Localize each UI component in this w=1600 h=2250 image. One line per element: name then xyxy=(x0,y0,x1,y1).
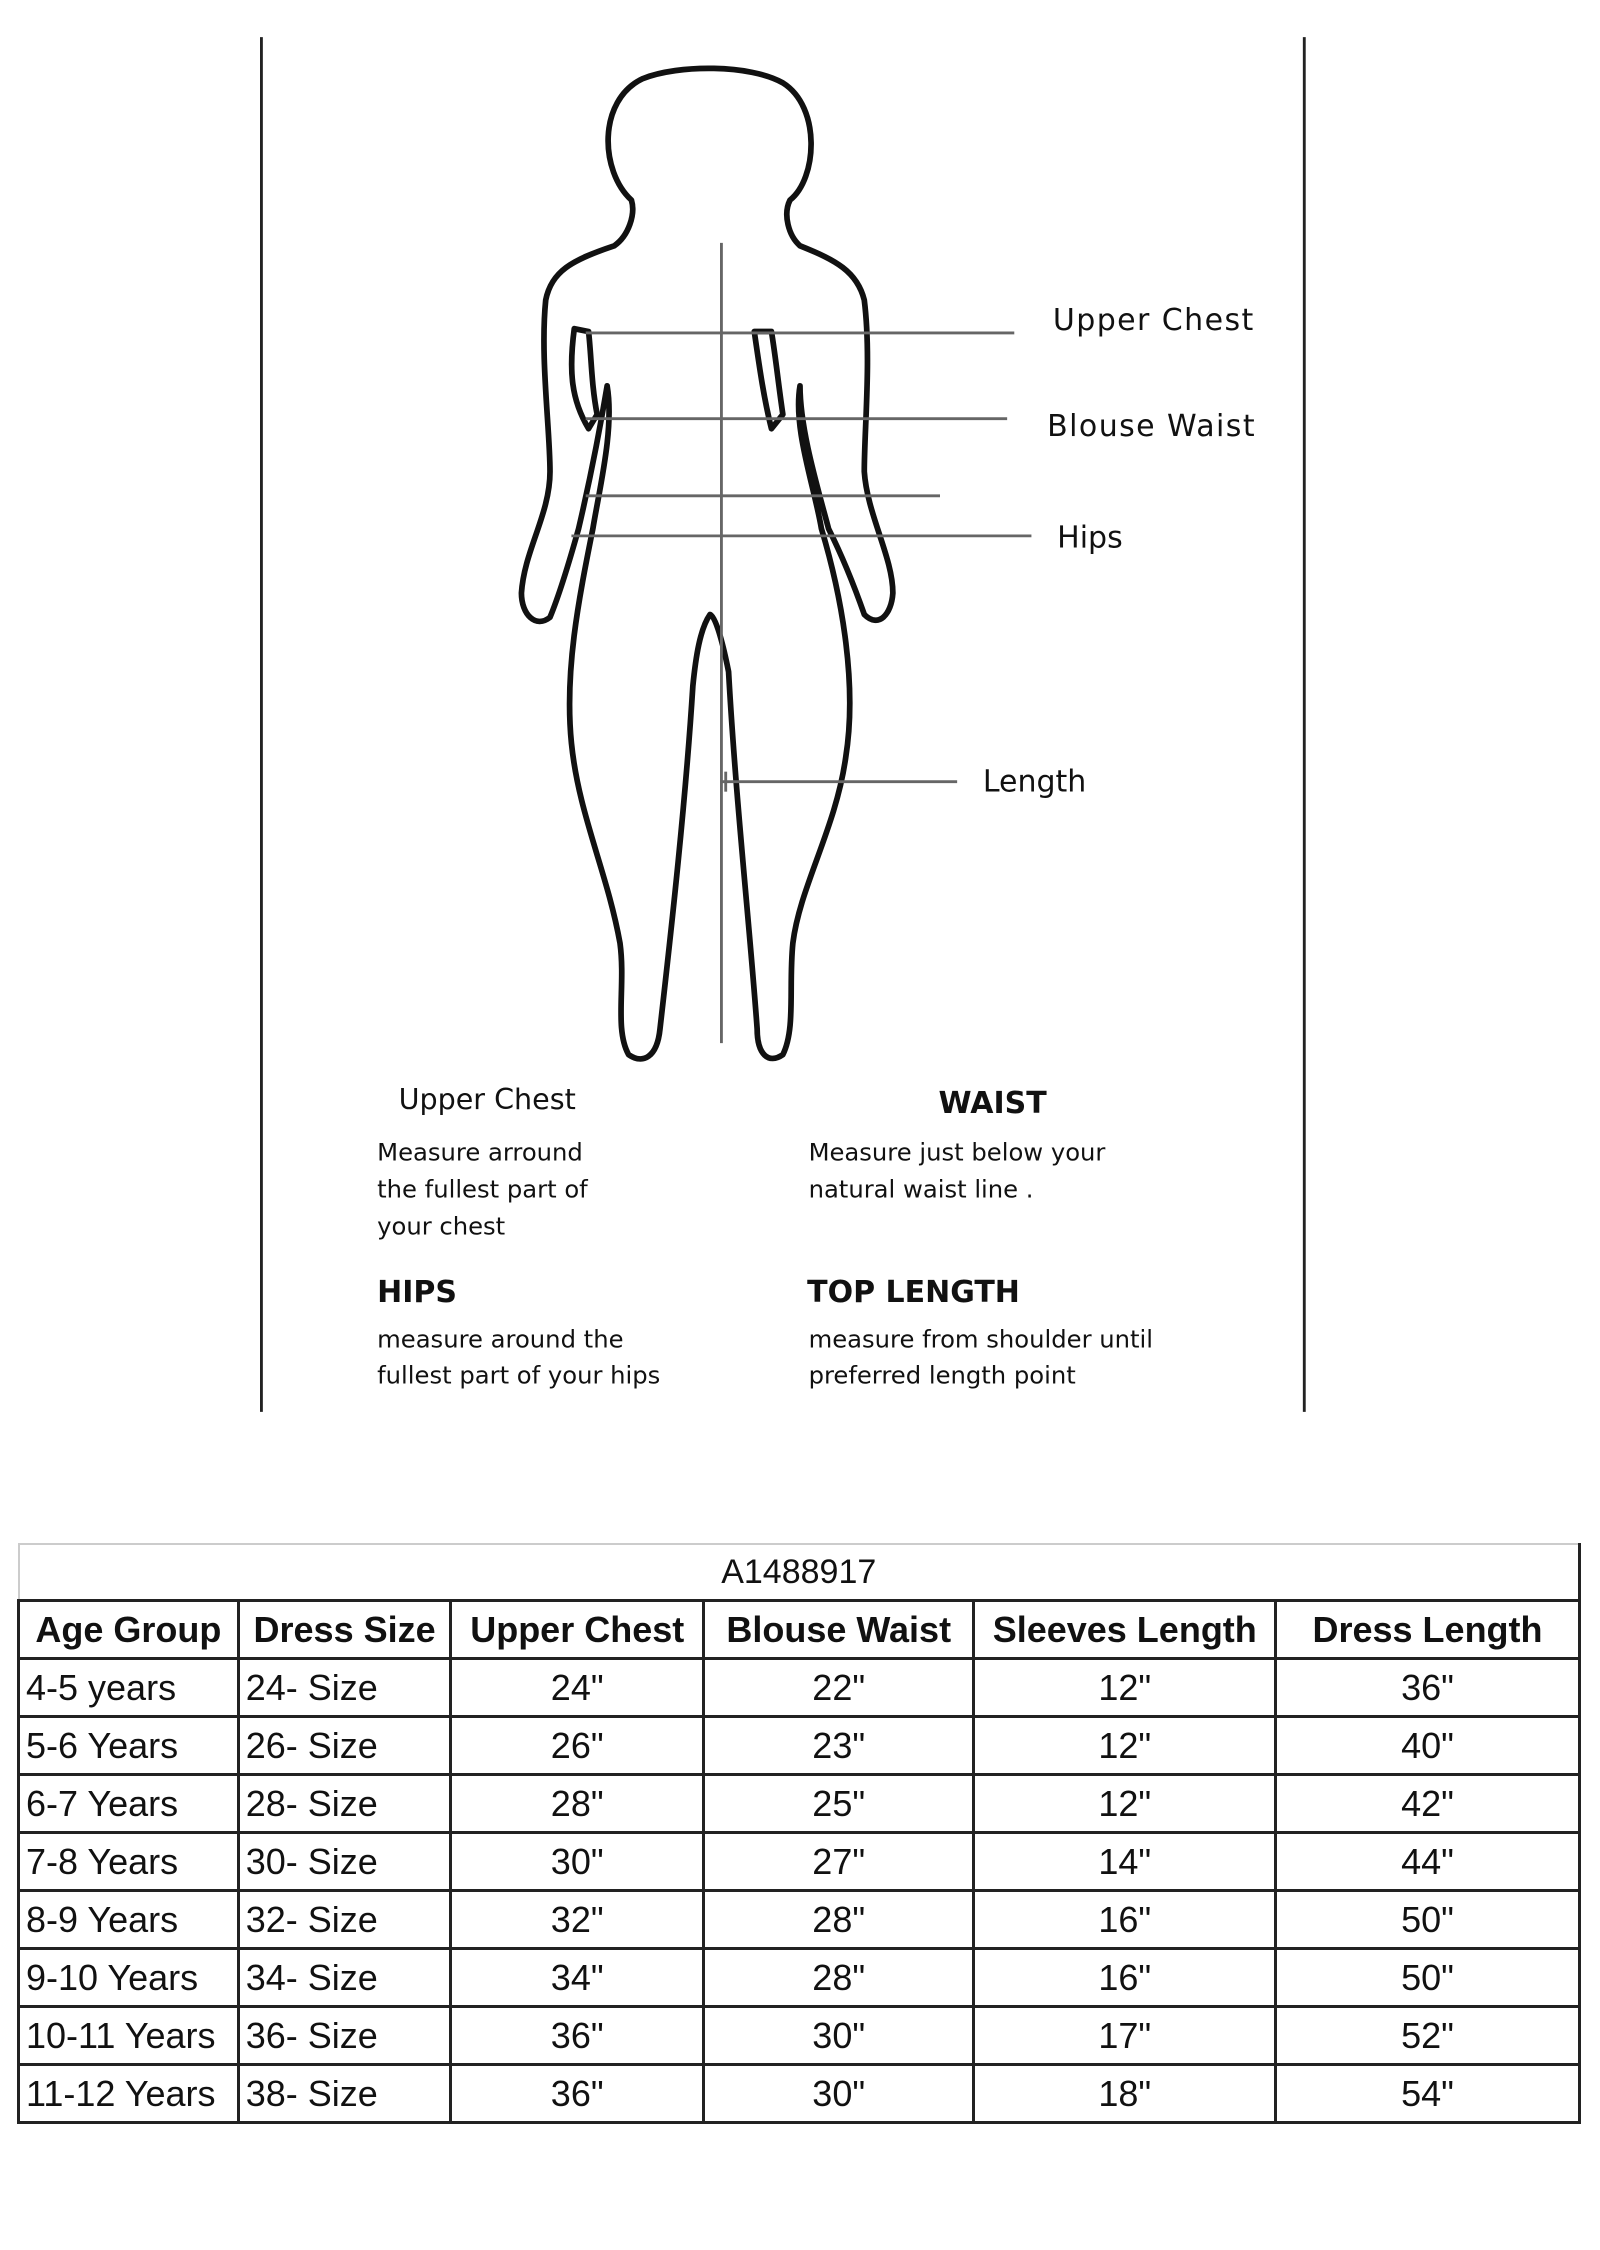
table-cell: 11-12 Years xyxy=(17,2063,240,2124)
label-length: Length xyxy=(983,765,1086,800)
body-silhouette xyxy=(518,65,896,1062)
instruction-waist-line: natural waist line . xyxy=(809,1174,1034,1203)
table-row: 11-12 Years 38- Size 36" 30" 18" 54" xyxy=(17,2063,1581,2124)
table-cell: 44" xyxy=(1274,1831,1581,1892)
table-cell: 10-11 Years xyxy=(17,2005,240,2066)
table-cell: 22" xyxy=(701,1657,976,1718)
table-cell: 12" xyxy=(972,1715,1278,1776)
table-cell: 30- Size xyxy=(236,1831,453,1892)
table-cell: 28- Size xyxy=(236,1773,453,1834)
instruction-waist-line: Measure just below your xyxy=(809,1137,1106,1166)
table-cell: 27" xyxy=(701,1831,976,1892)
table-cell: 28" xyxy=(701,1947,976,2008)
table-cell: 40" xyxy=(1274,1715,1581,1776)
table-cell: 34- Size xyxy=(236,1947,453,2008)
size-chart-table: A1488917 Age Group Dress Size Upper Ches… xyxy=(17,1543,1581,2124)
instruction-top-length-line: measure from shoulder until xyxy=(809,1325,1153,1354)
table-header-row: Age Group Dress Size Upper Chest Blouse … xyxy=(17,1599,1581,1660)
table-cell: 6-7 Years xyxy=(17,1773,240,1834)
table-row: 7-8 Years 30- Size 30" 27" 14" 44" xyxy=(17,1831,1581,1892)
table-row: 10-11 Years 36- Size 36" 30" 17" 52" xyxy=(17,2005,1581,2066)
table-cell: 36- Size xyxy=(236,2005,453,2066)
table-cell: 36" xyxy=(449,2063,705,2124)
table-cell: 36" xyxy=(1274,1657,1581,1718)
column-header: Dress Size xyxy=(236,1599,453,1660)
table-cell: 12" xyxy=(972,1657,1278,1718)
table-cell: 4-5 years xyxy=(17,1657,240,1718)
column-header: Upper Chest xyxy=(449,1599,705,1660)
table-cell: 30" xyxy=(701,2063,976,2124)
table-row: 8-9 Years 32- Size 32" 28" 16" 50" xyxy=(17,1889,1581,1950)
table-cell: 24- Size xyxy=(236,1657,453,1718)
table-row: 5-6 Years 26- Size 26" 23" 12" 40" xyxy=(17,1715,1581,1776)
instruction-waist-heading: WAIST xyxy=(939,1086,1048,1121)
table-cell: 16" xyxy=(972,1889,1278,1950)
column-header: Age Group xyxy=(17,1599,240,1660)
instruction-top-length-line: preferred length point xyxy=(809,1360,1076,1389)
table-cell: 28" xyxy=(449,1773,705,1834)
table-cell: 24" xyxy=(449,1657,705,1718)
table-title: A1488917 xyxy=(17,1543,1581,1602)
table-cell: 7-8 Years xyxy=(17,1831,240,1892)
table-cell: 9-10 Years xyxy=(17,1947,240,2008)
table-cell: 23" xyxy=(701,1715,976,1776)
table-title-row: A1488917 xyxy=(17,1543,1581,1602)
table-cell: 30" xyxy=(449,1831,705,1892)
table-cell: 26- Size xyxy=(236,1715,453,1776)
table-row: 4-5 years 24- Size 24" 22" 12" 36" xyxy=(17,1657,1581,1718)
instruction-upper-chest-line: the fullest part of xyxy=(377,1174,588,1203)
table-cell: 8-9 Years xyxy=(17,1889,240,1950)
table-cell: 18" xyxy=(972,2063,1278,2124)
label-hips: Hips xyxy=(1057,520,1123,555)
label-upper-chest: Upper Chest xyxy=(1053,303,1255,338)
instruction-upper-chest-line: Measure arround xyxy=(377,1137,583,1166)
table-cell: 26" xyxy=(449,1715,705,1776)
instruction-hips-line: measure around the xyxy=(377,1325,623,1354)
table-cell: 34" xyxy=(449,1947,705,2008)
table-cell: 25" xyxy=(701,1773,976,1834)
column-header: Blouse Waist xyxy=(701,1599,976,1660)
table-cell: 52" xyxy=(1274,2005,1581,2066)
table-cell: 5-6 Years xyxy=(17,1715,240,1776)
instruction-upper-chest-line: your chest xyxy=(377,1212,505,1241)
label-blouse-waist: Blouse Waist xyxy=(1047,409,1256,444)
table-cell: 50" xyxy=(1274,1889,1581,1950)
table-cell: 16" xyxy=(972,1947,1278,2008)
table-cell: 42" xyxy=(1274,1773,1581,1834)
instruction-top-length-heading: TOP LENGTH xyxy=(807,1275,1020,1310)
table-cell: 30" xyxy=(701,2005,976,2066)
table-cell: 32" xyxy=(449,1889,705,1950)
table-cell: 32- Size xyxy=(236,1889,453,1950)
instruction-hips-line: fullest part of your hips xyxy=(377,1360,660,1389)
table-cell: 54" xyxy=(1274,2063,1581,2124)
measurement-lines xyxy=(571,242,1032,1044)
instruction-hips-heading: HIPS xyxy=(377,1275,457,1310)
table-cell: 50" xyxy=(1274,1947,1581,2008)
table-row: 6-7 Years 28- Size 28" 25" 12" 42" xyxy=(17,1773,1581,1834)
table-cell: 17" xyxy=(972,2005,1278,2066)
body-measurement-diagram: Upper Chest Blouse Waist Hips Length Upp… xyxy=(260,37,1306,1412)
column-header: Dress Length xyxy=(1274,1599,1581,1660)
table-cell: 14" xyxy=(972,1831,1278,1892)
table-cell: 12" xyxy=(972,1773,1278,1834)
instruction-upper-chest-heading: Upper Chest xyxy=(399,1082,576,1116)
table-cell: 36" xyxy=(449,2005,705,2066)
table-cell: 28" xyxy=(701,1889,976,1950)
table-row: 9-10 Years 34- Size 34" 28" 16" 50" xyxy=(17,1947,1581,2008)
column-header: Sleeves Length xyxy=(972,1599,1278,1660)
table-cell: 38- Size xyxy=(236,2063,453,2124)
